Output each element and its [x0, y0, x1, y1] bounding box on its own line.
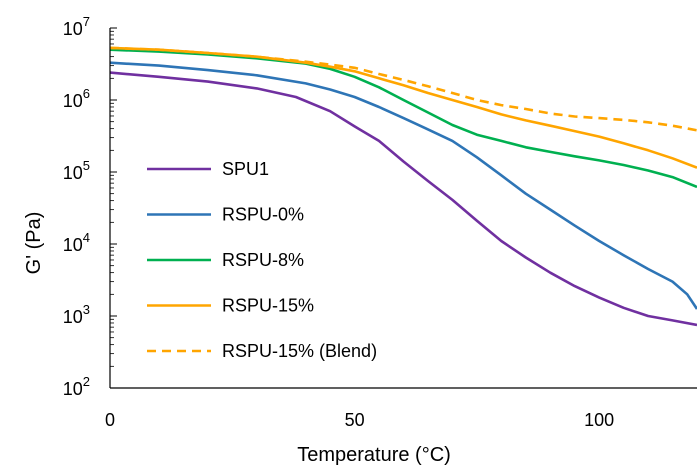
x-axis-title: Temperature (°C): [297, 444, 451, 466]
y-tick-label: 105: [63, 158, 90, 183]
series-line: [110, 46, 697, 132]
y-tick-label: 106: [63, 86, 90, 111]
y-axis-major-ticks: [110, 27, 117, 389]
y-tick-label: 103: [63, 302, 90, 327]
series-line: [110, 61, 697, 310]
x-tick-label: 100: [584, 410, 614, 430]
x-tick-label: 50: [345, 410, 365, 430]
y-axis-title: G' (Pa): [23, 212, 45, 275]
legend-label: RSPU-15%: [222, 296, 314, 316]
y-tick-label: 107: [63, 14, 90, 39]
legend-label: RSPU-0%: [222, 205, 304, 225]
y-axis-tick-labels: 102 103 104 105 106 107: [63, 14, 90, 399]
legend: SPU1 RSPU-0% RSPU-8% RSPU-15% RSPU-15% (Blen…: [147, 159, 377, 361]
x-tick-label: 0: [105, 410, 115, 430]
legend-label: RSPU-8%: [222, 250, 304, 270]
series-line: [110, 48, 697, 189]
plot-area: [109, 27, 697, 389]
y-axis-minor-ticks: [110, 30, 114, 367]
series-line: [110, 71, 697, 327]
series-lines: [110, 46, 697, 327]
y-tick-label: 102: [63, 374, 90, 399]
legend-label: RSPU-15% (Blend): [222, 341, 377, 361]
legend-label: SPU1: [222, 159, 269, 179]
y-tick-label: 104: [63, 230, 90, 255]
x-axis-tick-labels: 0 50 100: [105, 410, 614, 430]
series-line: [110, 46, 697, 169]
